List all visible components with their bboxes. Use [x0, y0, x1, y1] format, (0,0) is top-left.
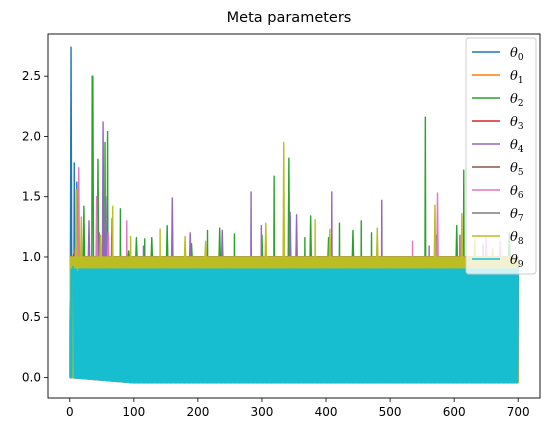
legend-label-subscript: 1: [518, 76, 524, 86]
x-tick-label: 700: [507, 405, 530, 419]
y-tick-label: 1.0: [22, 250, 41, 264]
legend-label-subscript: 0: [518, 53, 524, 63]
x-axis: 0 100 200 300 400 500 600 700: [66, 398, 530, 419]
x-tick-label: 600: [443, 405, 466, 419]
y-tick-label: 2.0: [22, 129, 41, 143]
x-tick-label: 400: [315, 405, 338, 419]
legend-label-subscript: 5: [518, 168, 524, 178]
legend-label-subscript: 6: [518, 191, 524, 201]
y-tick-label: 1.5: [22, 190, 41, 204]
legend-box: [465, 37, 537, 275]
plot-area-frame: [47, 33, 541, 399]
legend-label-subscript: 9: [518, 260, 524, 270]
x-tick-label: 200: [186, 405, 209, 419]
y-tick-label: 2.5: [22, 69, 41, 83]
x-tick-label: 300: [251, 405, 274, 419]
y-tick-label: 0.0: [22, 371, 41, 385]
legend-label-subscript: 8: [518, 237, 524, 247]
x-tick-label: 100: [122, 405, 145, 419]
series-line-9: [69, 265, 519, 384]
legend-label-subscript: 4: [518, 145, 524, 155]
chart-title: Meta parameters: [227, 10, 352, 26]
legend-label-subscript: 3: [518, 122, 524, 132]
y-axis: 0.0 0.5 1.0 1.5 2.0 2.5: [22, 69, 48, 385]
legend-label-subscript: 7: [518, 214, 524, 224]
series-layer: [69, 46, 519, 384]
legend-label-subscript: 2: [518, 99, 524, 109]
y-tick-label: 0.5: [22, 310, 41, 324]
x-tick-label: 500: [379, 405, 402, 419]
x-tick-label: 0: [66, 405, 74, 419]
